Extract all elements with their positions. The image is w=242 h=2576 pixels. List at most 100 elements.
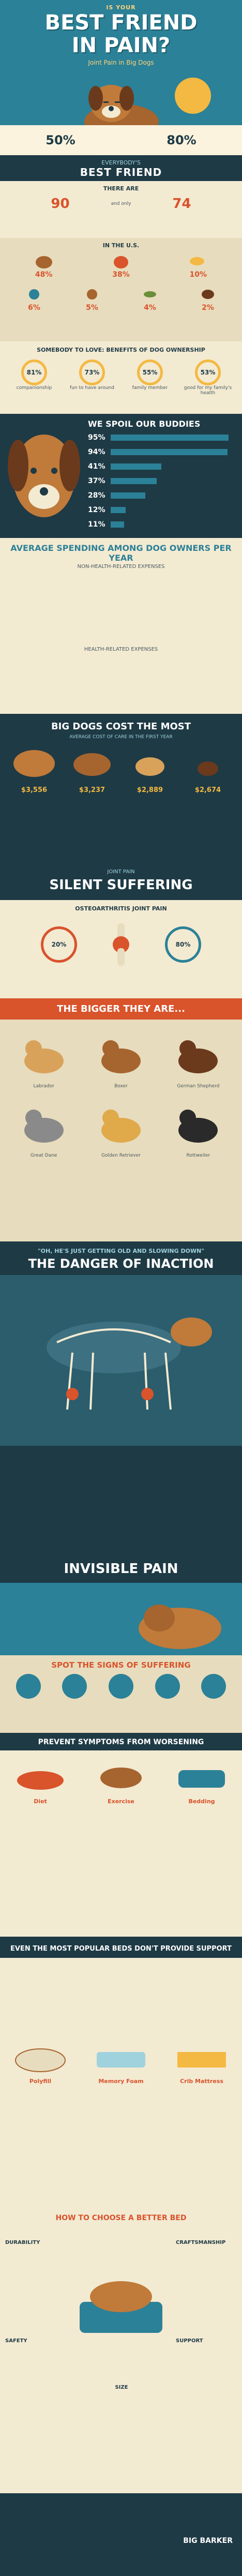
breed-labrador: Labrador — [13, 1030, 75, 1089]
benefit-text: fun to have around — [70, 385, 114, 391]
inaction-small: "OH, HE'S JUST GETTING OLD AND SLOWING D… — [37, 1248, 205, 1254]
spoil-bar — [111, 478, 157, 484]
prevent-title: PREVENT SYMPTOMS FROM WORSENING — [38, 1738, 204, 1746]
spoil-row: 12% — [88, 506, 126, 514]
benefit-item: 81% companionship — [8, 360, 60, 396]
beds-title: EVEN THE MOST POPULAR BEDS DON'T PROVIDE… — [0, 1940, 242, 1958]
signs-title: SPOT THE SIGNS OF SUFFERING — [51, 1660, 191, 1670]
counts-connector: and only — [111, 201, 131, 206]
pets-row-1: 48% 38% 10% — [0, 249, 242, 282]
food-bowl-icon — [17, 1771, 64, 1790]
children-count: 74 — [172, 196, 191, 212]
cost-amount: $2,889 — [137, 786, 163, 794]
pet-small-animals: 5% — [71, 285, 113, 312]
signs-section: SPOT THE SIGNS OF SUFFERING — [0, 1655, 242, 1733]
breed-name: German Shepherd — [177, 1084, 220, 1089]
hero-tag: IS YOUR — [106, 4, 136, 11]
respond-section — [0, 1583, 242, 1655]
large-dog-icon — [73, 753, 111, 776]
counts-section: THERE ARE 90 and only 74 — [0, 181, 242, 238]
skeleton-illustration-icon — [0, 1275, 242, 1446]
stat-right-pct: 80% — [167, 133, 196, 147]
labrador-icon — [24, 1040, 64, 1073]
sign-item — [8, 1674, 49, 1701]
pets-row-2: 6% 5% 4% 2% — [0, 282, 242, 315]
fish-icon — [177, 252, 219, 271]
benefit-pct: 55% — [137, 360, 163, 385]
spoil-row: 95% — [88, 433, 229, 442]
sad-dog-icon — [139, 1605, 221, 1649]
giant-dog-icon — [13, 750, 55, 777]
spoil-pct: 11% — [88, 520, 105, 529]
bed-memory-foam: Memory Foam — [81, 2035, 161, 2089]
osteo-section: OSTEOARTHRITIS JOINT PAIN 20% 80% — [0, 900, 242, 998]
benefit-item: 73% fun to have around — [66, 360, 118, 396]
spoil-title: WE SPOIL OUR BUDDIES — [88, 419, 201, 429]
spoil-row: 11% — [88, 520, 125, 529]
prevent-cols: Diet Exercise Bedding — [0, 1750, 242, 1937]
hero-title-line2: IN PAIN? — [71, 34, 171, 57]
stiff-legs-icon — [62, 1674, 87, 1699]
spending-subtitle-2: HEALTH-RELATED EXPENSES — [84, 647, 158, 652]
memory-foam-bed-icon — [97, 2052, 145, 2068]
inaction-section: "OH, HE'S JUST GETTING OLD AND SLOWING D… — [0, 1241, 242, 1552]
benefit-text: companionship — [16, 385, 52, 391]
breed-name: Great Dane — [30, 1153, 57, 1158]
beds-section: EVEN THE MOST POPULAR BEDS DON'T PROVIDE… — [0, 1940, 242, 2209]
horse-icon — [187, 285, 229, 304]
prevent-section: PREVENT SYMPTOMS FROM WORSENING Diet Exe… — [0, 1733, 242, 1940]
breeds-row-2: Great Dane Golden Retriever Rottweiler — [0, 1089, 242, 1158]
rottweiler-icon — [178, 1110, 218, 1143]
breed-name: Labrador — [33, 1084, 54, 1089]
reptile-icon — [129, 285, 171, 304]
spoil-pct: 95% — [88, 433, 105, 442]
spending-section: AVERAGE SPENDING AMONG DOG OWNERS PER YE… — [0, 538, 242, 714]
prevent-exercise: Exercise — [81, 1750, 161, 1937]
pet-horses: 2% — [187, 285, 229, 312]
silent-band: JOINT PAIN SILENT SUFFERING — [0, 864, 242, 900]
osteo-right-pct: 80% — [165, 926, 201, 963]
spoil-bar — [111, 492, 146, 499]
boxer-icon — [101, 1040, 141, 1073]
spoil-row: 28% — [88, 491, 146, 500]
pet-pct: 5% — [86, 304, 98, 312]
choose-title: HOW TO CHOOSE A BETTER BED — [55, 2214, 187, 2222]
german-shepherd-icon — [178, 1040, 218, 1073]
breeds-row-1: Labrador Boxer German Shepherd — [0, 1020, 242, 1089]
benefit-pct: 73% — [79, 360, 105, 385]
spoil-pct: 12% — [88, 506, 105, 514]
spoil-bar — [111, 435, 229, 441]
pet-pct: 38% — [112, 271, 130, 279]
pet-reptiles: 4% — [129, 285, 171, 312]
cost-card: $3,237 — [67, 740, 117, 794]
children-count-block: 74 — [143, 196, 220, 212]
sign-item — [54, 1674, 95, 1701]
medium-dog-icon — [135, 757, 164, 776]
big-barker-logo[interactable]: BIG BARKER — [183, 2537, 233, 2545]
spoil-pct: 37% — [88, 477, 105, 485]
bird-icon — [13, 285, 55, 304]
osteo-left: 20% — [41, 926, 77, 963]
benefit-pct: 53% — [195, 360, 221, 385]
cost-amount: $3,237 — [79, 786, 105, 794]
benefit-item: 53% good for my family's health — [182, 360, 234, 396]
cost-amount: $2,674 — [194, 786, 221, 794]
spoil-bar — [111, 463, 162, 470]
choose-size: SIZE — [115, 2385, 128, 2390]
breed-boxer: Boxer — [90, 1030, 152, 1089]
prevent-bedding: Bedding — [161, 1750, 242, 1937]
choose-craftsmanship: CRAFTSMANSHIP — [176, 2240, 226, 2245]
breed-german-shepherd: German Shepherd — [167, 1030, 229, 1089]
sign-item — [193, 1674, 234, 1701]
ball-icon — [175, 78, 211, 114]
sleep-icon — [155, 1674, 180, 1699]
breed-golden-retriever: Golden Retriever — [90, 1099, 152, 1158]
osteo-right: 80% — [165, 926, 201, 963]
benefits-label: SOMEBODY TO LOVE: BENEFITS OF DOG OWNERS… — [37, 347, 205, 353]
invisible-band: INVISIBLE PAIN — [0, 1552, 242, 1583]
bigger-section: THE BIGGER THEY ARE... Labrador Boxer Ge… — [0, 998, 242, 1241]
inaction-big: THE DANGER OF INACTION — [28, 1256, 214, 1271]
beds-cols: Polyfill Memory Foam Crib Mattress — [0, 1958, 242, 2089]
choose-section: HOW TO CHOOSE A BETTER BED DURABILITY CR… — [0, 2209, 242, 2493]
great-dane-icon — [24, 1110, 64, 1143]
